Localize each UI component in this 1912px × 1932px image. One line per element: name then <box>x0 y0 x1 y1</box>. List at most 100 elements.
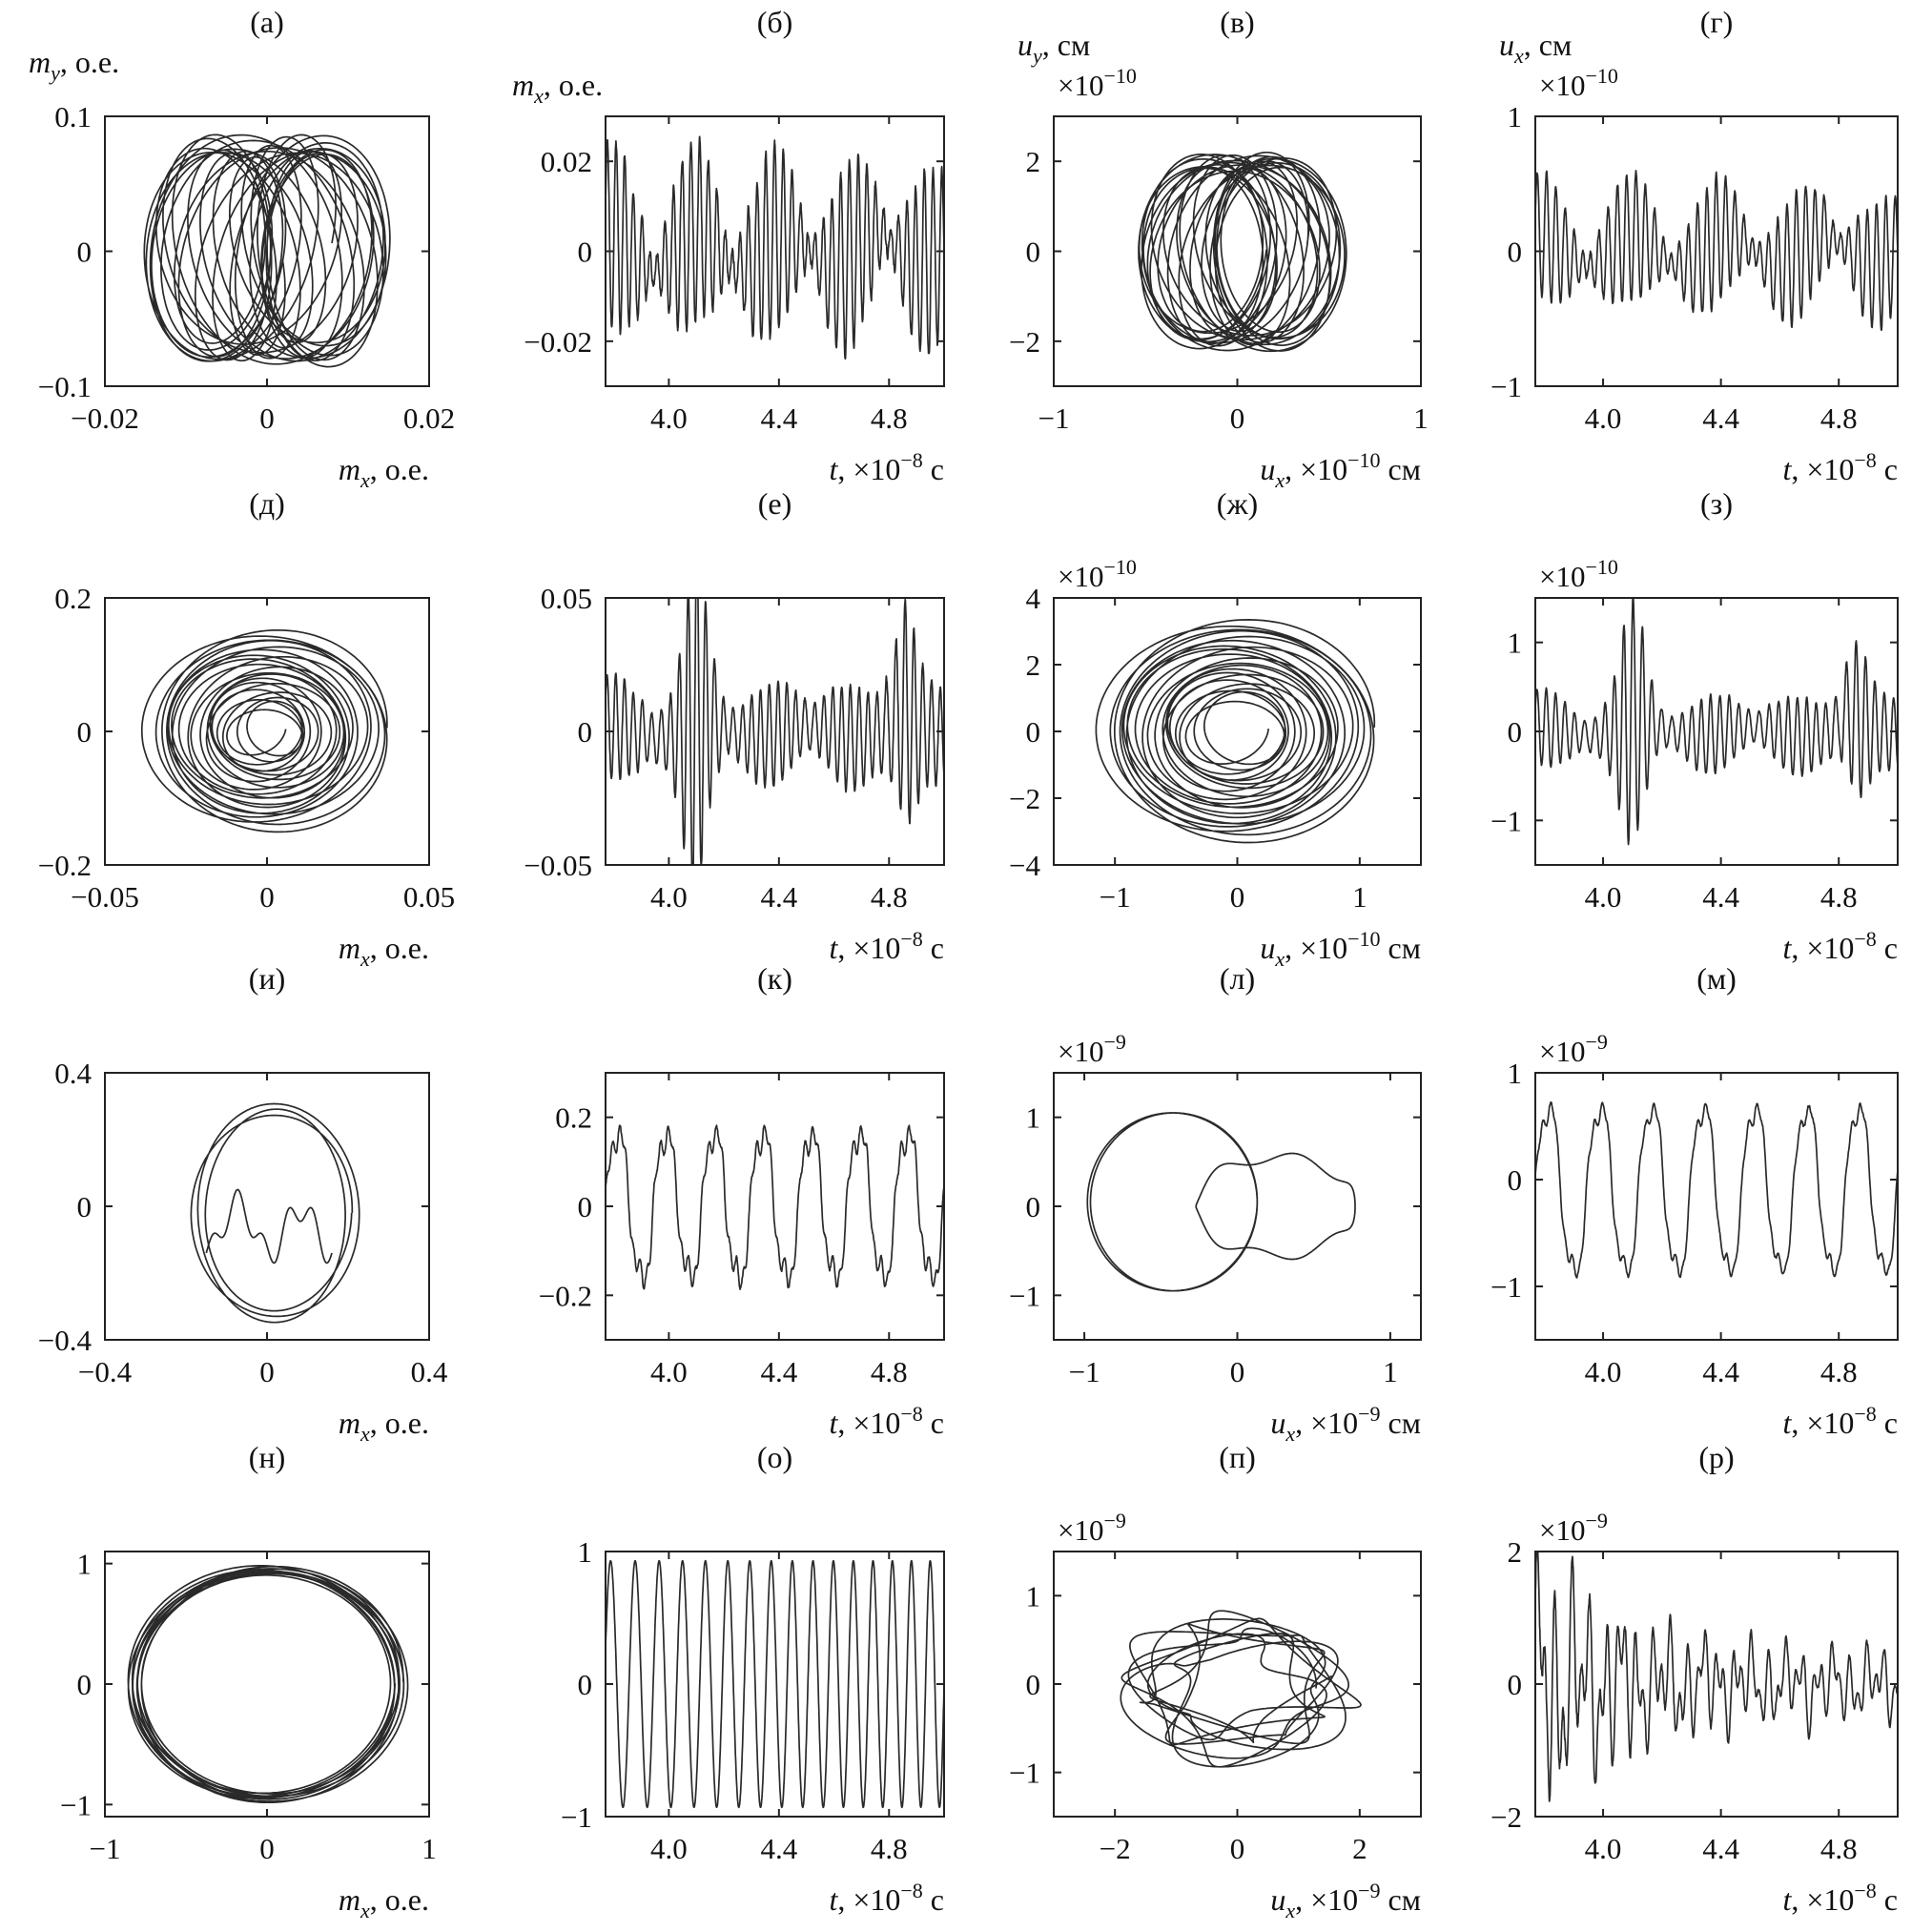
y-label-var: u <box>1018 28 1033 62</box>
y-label-sub: y <box>49 61 60 85</box>
y-tick-label: 0 <box>77 715 93 749</box>
axes-frame <box>1053 1072 1422 1341</box>
x-label-var: u <box>1260 452 1275 486</box>
y-tick-label: −1 <box>1491 804 1522 837</box>
panel-label: (н) <box>249 1440 285 1474</box>
x-label-var: u <box>1260 931 1275 965</box>
x-label-sub: x <box>1285 1422 1295 1446</box>
x-label-var: t <box>829 1406 838 1440</box>
x-axis-label: t, ×10−8 с <box>1782 1879 1898 1917</box>
panel-label: (л) <box>1220 961 1255 996</box>
panel-p: (р) 4.0 4.4 4.8 −2 0 2 ×10−9 t, ×10−8 с <box>1491 1440 1899 1917</box>
x-tick-label: −1 <box>1038 401 1070 435</box>
time-series-curve <box>1536 1100 1897 1279</box>
y-tick-label: 0 <box>1508 236 1523 269</box>
y-tick-label: 0.4 <box>54 1057 92 1090</box>
x-tick-label: −0.05 <box>71 880 139 914</box>
x-label-rest: , ×10 <box>837 1406 900 1440</box>
x-tick-label: 4.4 <box>760 1832 797 1865</box>
x-tick-label: 0 <box>259 1355 275 1388</box>
x-label-tail: с <box>923 452 944 486</box>
x-label-rest: , ×10 <box>1791 1882 1854 1917</box>
x-label-var: t <box>1782 1882 1792 1917</box>
multiplier-base: ×10 <box>1539 1035 1585 1068</box>
panel-label: (е) <box>758 486 792 521</box>
x-label-rest: , ×10 <box>837 931 900 965</box>
y-tick-label: −0.1 <box>38 370 92 403</box>
panel-label: (в) <box>1220 5 1254 39</box>
multiplier-base: ×10 <box>1539 69 1585 102</box>
x-tick-label: 4.0 <box>1585 880 1622 914</box>
panel-label: (м) <box>1696 961 1737 996</box>
y-tick-label: −0.2 <box>539 1279 592 1312</box>
panel-i: (и) −0.4 0 0.4 −0.4 0 0.4 mx, о.е. <box>38 961 448 1446</box>
y-tick-label: −1 <box>1491 370 1522 403</box>
y-tick-label: 2 <box>1508 1535 1523 1569</box>
y-tick-label: 1 <box>1026 1579 1041 1613</box>
axes-frame <box>605 1072 945 1341</box>
x-tick-label: 0.05 <box>403 880 455 914</box>
x-label-exp: −9 <box>1358 1879 1380 1902</box>
panel-k: (л)−1 0 1−101×10−9ux, ×10−9 см <box>1009 961 1422 1446</box>
x-tick-label: 2 <box>1352 1832 1367 1865</box>
y-label-unit: , см <box>1524 28 1572 62</box>
x-label-sub: x <box>360 468 370 492</box>
panel-h: (з)4.0 4.4 4.8−101×10−10t, ×10−8 с <box>1491 486 1899 965</box>
multiplier-exp: −10 <box>1585 555 1617 579</box>
y-tick-label: 0.02 <box>541 145 592 178</box>
x-tick-label: 4.8 <box>1820 880 1858 914</box>
panel-f: (е) 4.0 4.4 4.8 −0.05 0 0.05 t, ×10−8 с <box>524 486 945 965</box>
x-tick-label: 1 <box>1352 880 1367 914</box>
time-series-curve <box>606 1559 943 1809</box>
x-label-var: u <box>1270 1882 1285 1917</box>
y-axis-label: my, о.е. <box>29 45 119 85</box>
phase-trajectory <box>1120 1610 1362 1768</box>
x-label-rest: , ×10 <box>1295 1882 1358 1917</box>
panel-label: (ж) <box>1217 486 1258 521</box>
x-label-rest: , ×10 <box>1295 1406 1358 1440</box>
y-tick-label: −4 <box>1009 849 1040 882</box>
x-label-tail: с <box>1877 1882 1898 1917</box>
x-label-exp: −8 <box>900 448 922 472</box>
y-axis-label: uy, см <box>1018 28 1090 68</box>
x-label-exp: −8 <box>900 1402 922 1426</box>
x-tick-label: −2 <box>1100 1832 1131 1865</box>
x-label-var: m <box>339 1882 360 1917</box>
y-tick-label: −1 <box>1491 1270 1522 1304</box>
x-label-rest: , ×10 <box>1285 931 1347 965</box>
phase-trajectory <box>1138 151 1347 353</box>
x-label-var: m <box>339 1406 360 1440</box>
y-multiplier: ×10−9 <box>1539 1030 1608 1068</box>
x-tick-label: 4.8 <box>1820 1832 1858 1865</box>
x-label-tail: с <box>1877 452 1898 486</box>
panel-label: (д) <box>249 486 285 521</box>
x-tick-label: 1 <box>421 1832 437 1865</box>
x-tick-label: 4.0 <box>650 401 688 435</box>
x-tick-label: −1 <box>1069 1355 1100 1388</box>
multiplier-exp: −10 <box>1103 555 1136 579</box>
x-tick-label: 4.0 <box>650 1355 688 1388</box>
time-series-curve <box>1536 169 1897 332</box>
panel-e: (д) −0.05 0 0.05 −0.2 0 0.2 mx, о.е. <box>38 486 455 971</box>
y-tick-label: −0.2 <box>38 849 92 882</box>
y-multiplier: ×10−9 <box>1058 1030 1126 1068</box>
y-multiplier: ×10−9 <box>1539 1509 1608 1547</box>
x-tick-label: 4.8 <box>871 401 908 435</box>
phase-trajectory-inner <box>205 1188 333 1264</box>
x-label-tail: см <box>1381 931 1421 965</box>
x-tick-label: 4.0 <box>650 880 688 914</box>
y-tick-label: −2 <box>1009 325 1040 359</box>
x-label-rest: , ×10 <box>837 1882 900 1917</box>
x-label-sub: x <box>360 1899 370 1922</box>
x-label-exp: −8 <box>1854 1402 1876 1426</box>
x-label-tail: см <box>1381 452 1421 486</box>
x-tick-label: 1 <box>1413 401 1429 435</box>
x-tick-label: −0.4 <box>78 1355 133 1388</box>
time-series-curve <box>1536 599 1897 846</box>
phase-trajectory-inner <box>1195 1152 1356 1261</box>
x-label-var: t <box>1782 1406 1792 1440</box>
phase-trajectory <box>127 1565 409 1804</box>
panel-label: (п) <box>1219 1440 1255 1474</box>
